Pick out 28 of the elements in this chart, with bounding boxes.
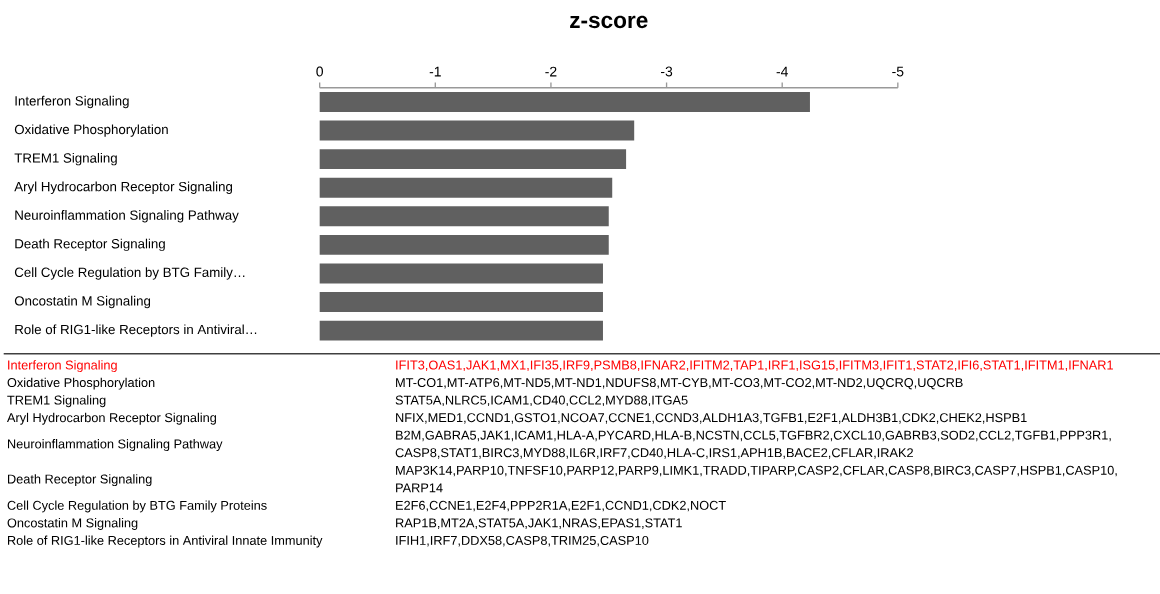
y-tick-label: Oncostatin M Signaling: [14, 295, 151, 309]
text: STAT5A,NLRC5,ICAM1,CD40,CCL2,MYD88,ITGA5: [395, 395, 688, 407]
text: IFIT3,OAS1,JAK1,MX1,IFI35,IRF9,PSMB8,IFNAR2,IFITM2,TAP1,IRF1,ISG15,IFITM3,IFIT1,STAT2,IFI6,STAT1,IFITM1,IFNAR1: [396, 360, 1113, 371]
y-tick-label: Aryl Hydrocarbon Receptor Signaling: [14, 181, 233, 194]
y-tick-label: Oxidative Phosphorylation: [14, 124, 168, 137]
text: E2F6,CCNE1,E2F4,PPP2R1A,E2F1,CCND1,CDK2,NOCT: [396, 500, 726, 512]
x-tick-label: 0: [316, 66, 324, 77]
text: Role of RIG1-like Receptors in Antiviral Innate Immunity: [8, 535, 323, 548]
y-tick-label: TREM1 Signaling: [14, 152, 117, 166]
text: MAP3K14,PARP10,TNFSF10,PARP12,PARP9,LIMK1,TRADD,TIPARP,CASP2,CFLAR,CASP8,BIRC3,CASP7,HSPB1,CASP10,PARP14: [396, 465, 1117, 493]
y-tick-label: Role of RIG1-like Receptors in Antiviral…: [15, 324, 257, 337]
text: NFIX,MED1,CCND1,GSTO1,NCOA7,CCNE1,CCND3,ALDH1A3,TGFB1,E2F1,ALDH3B1,CDK2,CHEK2,HSPB1: [396, 413, 1027, 424]
chart-title: z-score: [570, 15, 648, 29]
text: IFIH1,IRF7,DDX58,CASP8,TRIM25,CASP10: [396, 535, 649, 547]
y-tick-label: Cell Cycle Regulation by BTG Family…: [14, 267, 245, 280]
text: Cell Cycle Regulation by BTG Family Proteins: [7, 500, 267, 513]
x-tick-label: -1: [429, 66, 441, 77]
x-tick-label: -4: [776, 66, 788, 77]
x-tick-label: -3: [660, 66, 673, 77]
y-tick-label: Interferon Signaling: [15, 95, 129, 109]
text: RAP1B,MT2A,STAT5A,JAK1,NRAS,EPAS1,STAT1: [396, 518, 682, 529]
x-tick-label: -2: [545, 66, 557, 77]
y-tick-label: Neuroinflammation Signaling Pathway: [15, 210, 239, 223]
y-tick-label: Death Receptor Signaling: [15, 238, 165, 252]
text: Aryl Hydrocarbon Receptor Signaling: [6, 412, 217, 425]
text: B2M,GABRA5,JAK1,ICAM1,HLA-A,PYCARD,HLA-B,NCSTN,CCL5,TGFBR2,CXCL10,GABRB3,SOD2,CCL2,TGFB1,PPP3R1,CASP8,STAT1,BIRC3,MYD88,IL6R,IRF7,CD40,HLA-C,IRS1,APH1B,BACE2,CFLAR,IRAK2: [395, 430, 1111, 459]
x-tick-label: -5: [892, 66, 904, 77]
text: MT-CO1,MT-ATP6,MT-ND5,MT-ND1,NDUFS8,MT-CYB,MT-CO3,MT-CO2,MT-ND2,UQCRQ,UQCRB: [396, 378, 963, 390]
